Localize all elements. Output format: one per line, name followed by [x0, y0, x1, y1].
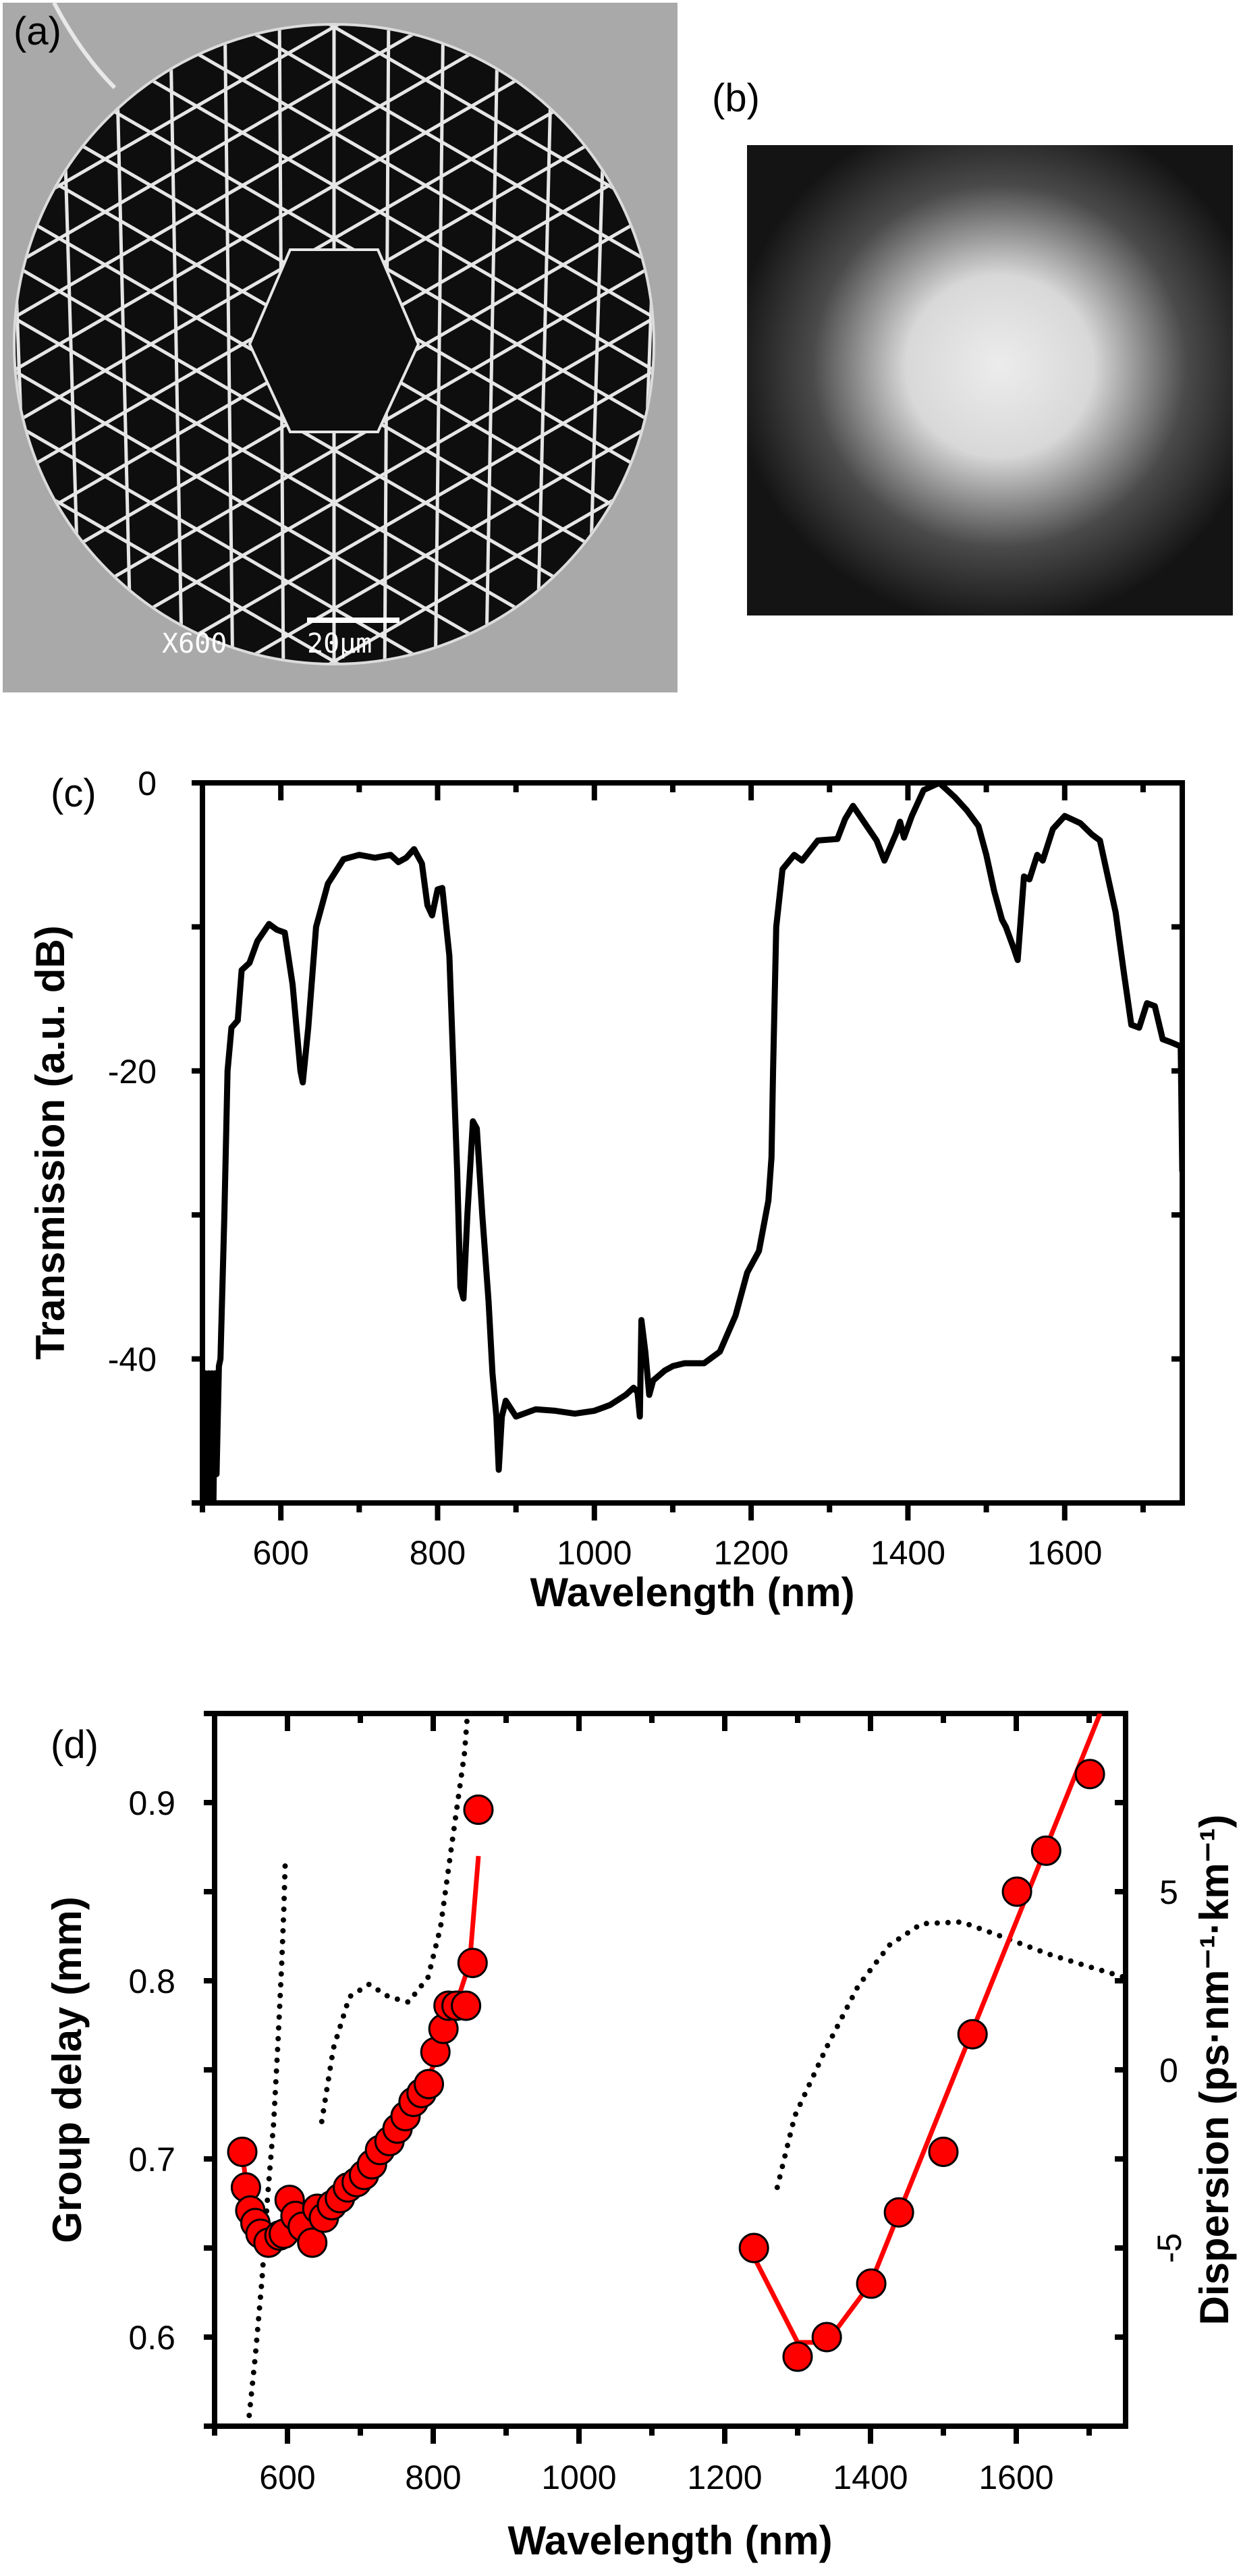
panel-d-delay-dispersion-chart: (d) Group delay (mm) Dispersion (ps·nm⁻¹…: [45, 1711, 1237, 2563]
plot-frame: [212, 1711, 1128, 2429]
lattice-strut: [16, 26, 607, 344]
x-tick-label: 600: [259, 2459, 315, 2496]
x-tick-label: 1200: [714, 1534, 789, 1572]
group-delay-point: [782, 2341, 813, 2372]
group-delay-point: [451, 1990, 482, 2021]
group-delay-point: [1030, 1835, 1061, 1866]
group-delay-point: [811, 2322, 842, 2353]
lattice-strut: [433, 26, 445, 663]
y-tick-label: 0: [138, 765, 157, 802]
lattice-strut: [16, 26, 630, 384]
plot-area: [202, 783, 1182, 1503]
x-tick-label: 1200: [687, 2459, 762, 2496]
group-delay-point: [957, 2019, 988, 2050]
y-tick-label: 0.7: [128, 2141, 175, 2178]
sem-scale: 20µm: [307, 628, 372, 659]
panel-label-a: (a): [13, 9, 61, 53]
panel-b-mode-image: (b): [712, 76, 1233, 615]
y-tick-label: 0.9: [128, 1784, 175, 1822]
group-delay-point: [738, 2232, 769, 2264]
dispersion-dotted-line: [319, 1714, 470, 2125]
x-tick-label: 800: [405, 2459, 461, 2496]
y-tick-label-right: -5: [1151, 2233, 1188, 2263]
y-tick-label: 0.8: [128, 1963, 175, 2000]
group-delay-point: [1074, 1759, 1105, 1790]
lattice-strut: [38, 304, 653, 663]
x-tick-label: 600: [252, 1534, 308, 1572]
group-delay-point: [297, 2227, 328, 2258]
y-axis-title-left: Group delay (mm): [45, 1896, 90, 2243]
transmission-line: [202, 783, 1182, 1503]
sem-magnification: X600: [162, 628, 227, 659]
panel-label-c: (c): [51, 771, 96, 815]
y-tick-label: -40: [108, 1341, 157, 1379]
y-tick-label-right: 5: [1159, 1873, 1178, 1911]
group-delay-point: [414, 2068, 445, 2100]
x-tick-label: 1600: [1027, 1534, 1102, 1572]
x-axis-title: Wavelength (nm): [507, 2518, 832, 2563]
group-delay-point: [227, 2136, 258, 2167]
group-delay-point: [856, 2268, 887, 2299]
panel-c-transmission-chart: (c) Transmission (a.u. dB) Wavelength (n…: [28, 765, 1185, 1615]
dispersion-dotted-line: [245, 1857, 288, 2426]
plot-area: [227, 1714, 1126, 2426]
group-delay-point: [1001, 1876, 1032, 1907]
group-delay-fit-line: [752, 1714, 1103, 2345]
mode-profile: [747, 145, 1233, 615]
lattice-strut: [223, 26, 235, 663]
x-tick-label: 1000: [541, 2459, 616, 2496]
dispersion-dotted-line: [774, 1919, 1126, 2191]
x-tick-label: 1000: [557, 1534, 632, 1572]
plot-frame: [200, 780, 1185, 1506]
x-tick-label: 1600: [978, 2459, 1053, 2496]
y-axis-title: Transmission (a.u. dB): [28, 925, 73, 1359]
panel-a-sem-image: (a) X600 20µm: [3, 1, 678, 692]
lattice-strut: [38, 26, 653, 384]
y-tick-label: 0.6: [128, 2319, 175, 2357]
x-tick-label: 1400: [833, 2459, 908, 2496]
hollow-core: [248, 248, 420, 433]
panel-label-d: (d): [51, 1723, 99, 1767]
x-tick-label: 1400: [871, 1534, 945, 1572]
lattice-strut: [61, 344, 653, 663]
y-axis-title-right: Dispersion (ps·nm⁻¹·km⁻¹): [1192, 1815, 1237, 2326]
y-tick-label: -20: [108, 1053, 157, 1091]
group-delay-point: [463, 1794, 494, 1826]
lattice-strut: [16, 304, 630, 663]
panel-label-b: (b): [712, 76, 760, 120]
group-delay-point: [457, 1948, 488, 1979]
group-delay-point: [928, 2136, 959, 2167]
group-delay-point: [883, 2197, 914, 2228]
x-axis-title: Wavelength (nm): [530, 1570, 854, 1615]
sem-debris: [52, 1, 117, 90]
x-tick-label: 800: [410, 1534, 466, 1572]
y-tick-label-right: 0: [1159, 2052, 1178, 2089]
sem-scale-bar: [307, 618, 399, 623]
